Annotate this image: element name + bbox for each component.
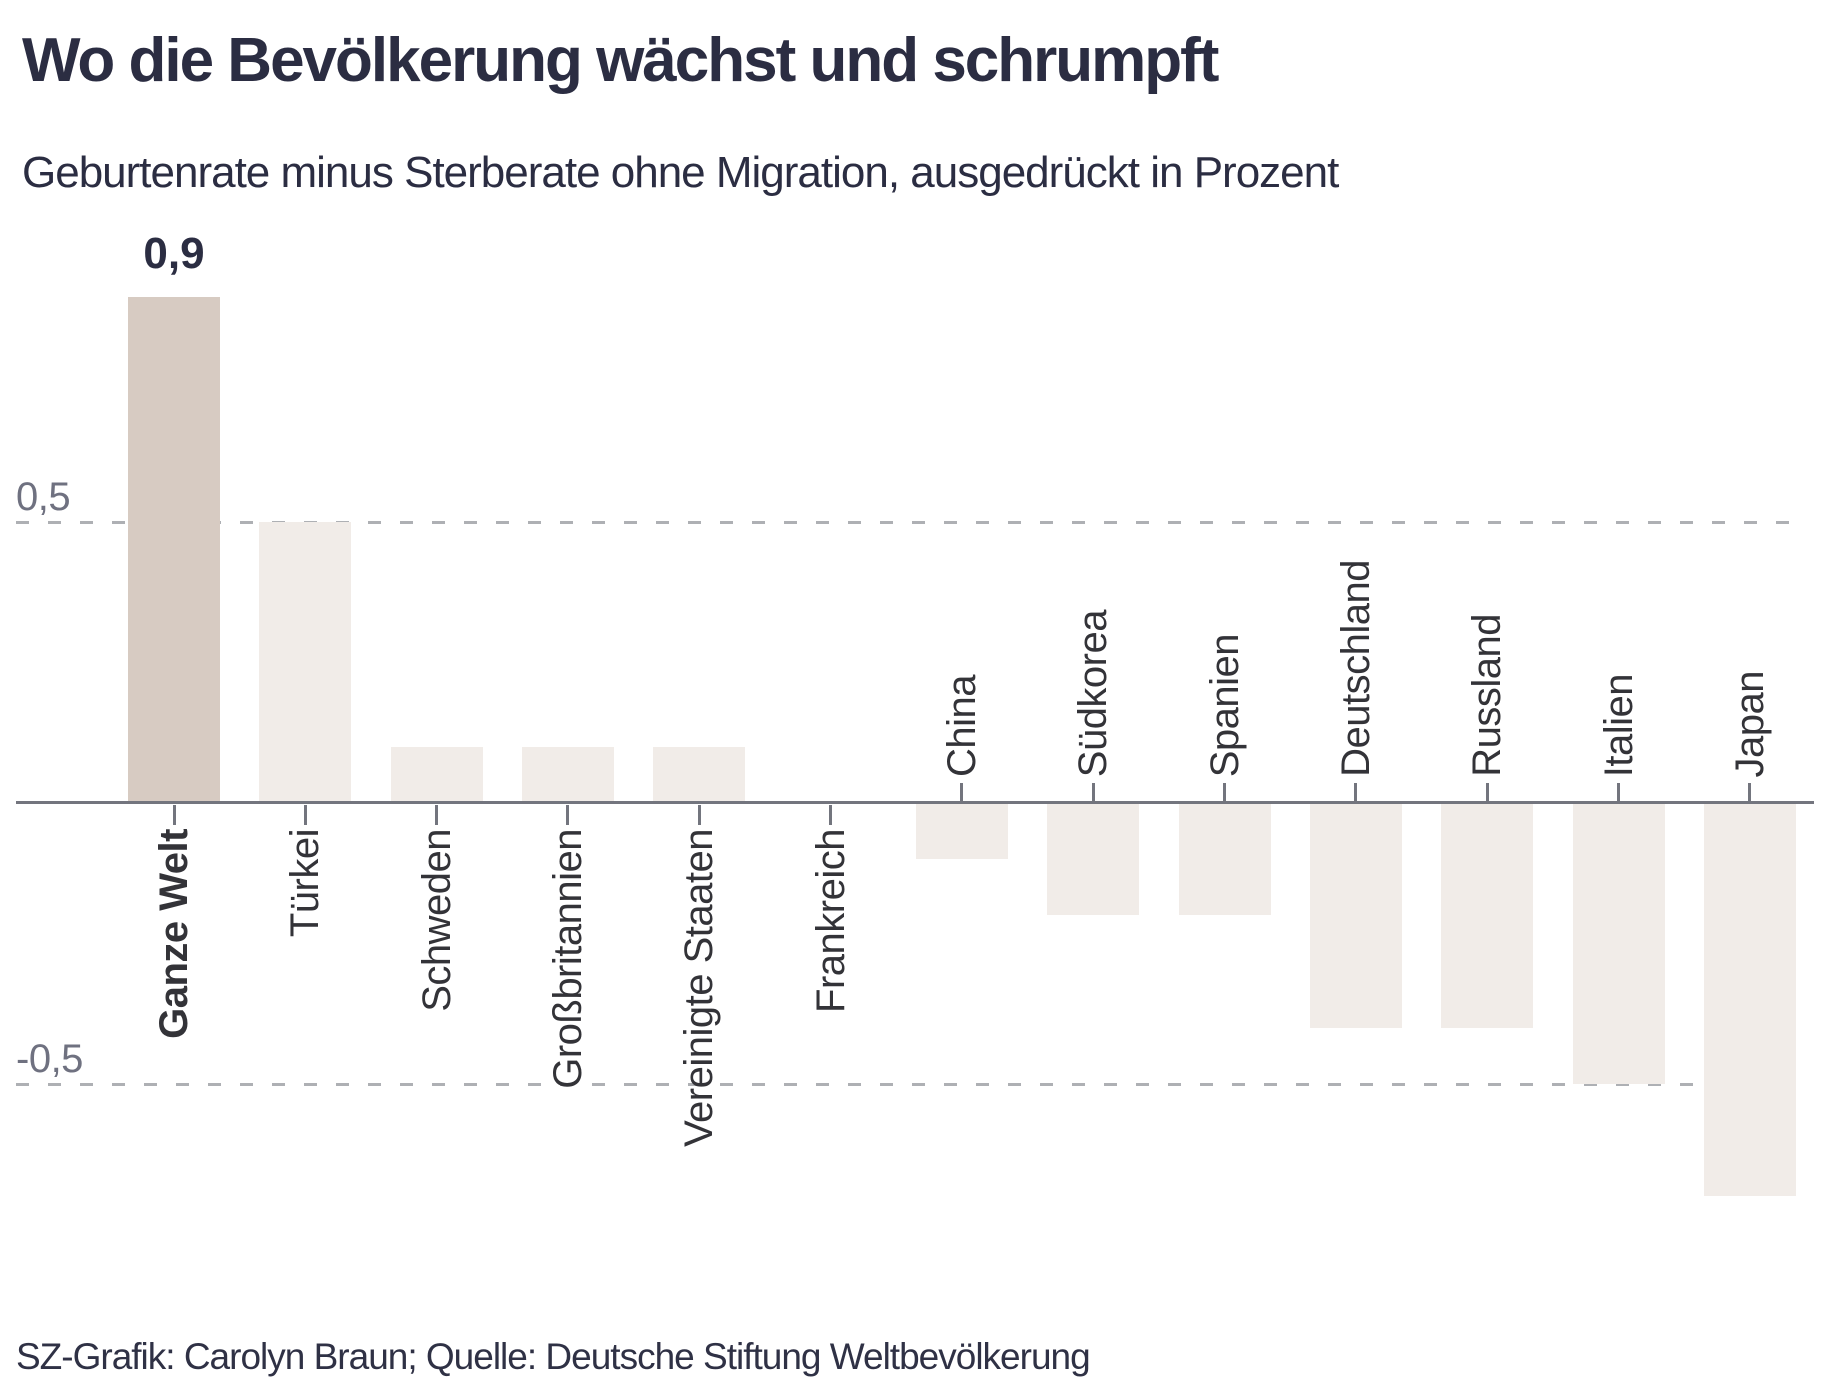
- category-label: Südkorea: [1071, 609, 1115, 777]
- bar: [259, 522, 351, 803]
- source-credit: SZ-Grafik: Carolyn Braun; Quelle: Deutsc…: [16, 1336, 1091, 1377]
- bar: [916, 803, 1008, 859]
- bar: [1573, 803, 1665, 1084]
- bar: [1047, 803, 1139, 915]
- category-label: China: [940, 674, 984, 777]
- y-axis-tick-label: 0,5: [16, 475, 71, 519]
- axis-tick: [1748, 783, 1751, 803]
- category-label: Ganze Welt: [152, 829, 196, 1039]
- axis-tick: [960, 783, 963, 803]
- category-label: Italien: [1597, 673, 1641, 777]
- axis-tick: [1092, 783, 1095, 803]
- category-label: Großbritannien: [546, 829, 590, 1089]
- category-label: Frankreich: [809, 829, 853, 1013]
- category-label: Schweden: [415, 829, 459, 1012]
- axis-tick: [435, 805, 438, 825]
- y-axis-tick-label: -0,5: [16, 1037, 83, 1081]
- bar: [391, 747, 483, 803]
- category-label: Spanien: [1203, 633, 1247, 777]
- bar: [128, 297, 220, 803]
- gridline-05: [16, 521, 1800, 524]
- chart-title: Wo die Bevölkerung wächst und schrumpft: [22, 26, 1219, 95]
- axis-tick: [1617, 783, 1620, 803]
- category-label: Deutschland: [1334, 560, 1378, 777]
- axis-tick: [1486, 783, 1489, 803]
- bar: [1704, 803, 1796, 1196]
- bar: [522, 747, 614, 803]
- gridline-05-neg: [16, 1083, 1800, 1086]
- category-label: Türkei: [283, 829, 327, 938]
- axis-tick: [829, 805, 832, 825]
- bar: [1179, 803, 1271, 915]
- bar-value-label: 0,9: [143, 229, 205, 278]
- bar: [1441, 803, 1533, 1028]
- axis-tick: [304, 805, 307, 825]
- category-label: Vereinigte Staaten: [677, 829, 721, 1147]
- category-label: Russland: [1465, 614, 1509, 777]
- chart-subtitle: Geburtenrate minus Sterberate ohne Migra…: [22, 148, 1339, 197]
- axis-tick: [1223, 783, 1226, 803]
- axis-tick: [566, 805, 569, 825]
- axis-tick: [173, 805, 176, 825]
- axis-tick: [1354, 783, 1357, 803]
- bar: [653, 747, 745, 803]
- axis-tick: [698, 805, 701, 825]
- category-label: Japan: [1728, 670, 1772, 777]
- x-axis-baseline: [16, 801, 1814, 804]
- bar: [1310, 803, 1402, 1028]
